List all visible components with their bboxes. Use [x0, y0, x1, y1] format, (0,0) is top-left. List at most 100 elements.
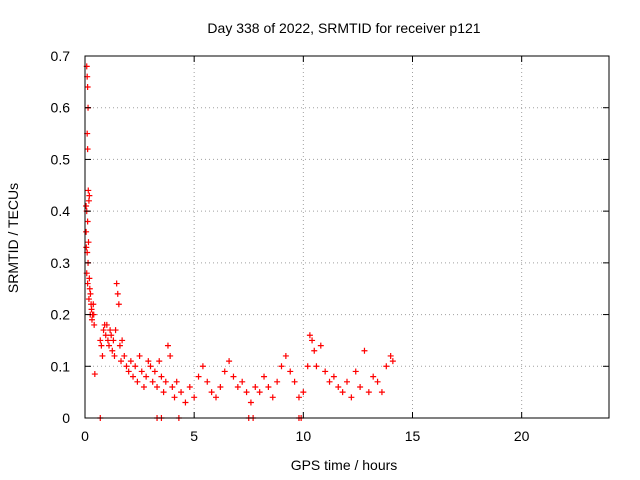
data-point — [191, 394, 198, 401]
data-point — [84, 84, 91, 91]
data-point — [313, 363, 320, 370]
data-point — [87, 290, 94, 297]
data-point — [86, 192, 93, 199]
data-point — [311, 347, 318, 354]
data-point — [91, 321, 98, 328]
data-point — [160, 389, 167, 396]
data-point — [195, 373, 202, 380]
data-point — [339, 389, 346, 396]
data-point — [121, 352, 128, 359]
data-point — [326, 378, 333, 385]
data-point — [162, 378, 169, 385]
data-point — [186, 383, 193, 390]
data-point — [112, 327, 119, 334]
data-point — [213, 394, 219, 401]
data-point — [118, 358, 125, 365]
y-tick-label: 0.3 — [51, 255, 71, 271]
data-point — [306, 332, 313, 339]
data-point — [99, 352, 106, 359]
data-point — [151, 368, 158, 375]
data-point — [85, 197, 92, 204]
data-point — [100, 327, 107, 334]
data-point — [143, 373, 150, 380]
data-point — [138, 368, 145, 375]
data-point — [103, 321, 110, 328]
data-point — [287, 368, 294, 375]
data-point — [134, 378, 141, 385]
data-point — [348, 394, 355, 401]
data-point — [300, 389, 307, 396]
data-point — [171, 394, 178, 401]
data-point — [104, 337, 111, 344]
grid — [85, 56, 609, 418]
data-point — [84, 218, 91, 225]
data-point — [90, 301, 97, 308]
data-point — [88, 306, 95, 313]
data-point — [85, 239, 92, 246]
data-point — [86, 285, 93, 292]
data-point — [84, 280, 91, 287]
y-tick-label: 0.6 — [51, 100, 71, 116]
data-point — [164, 342, 171, 349]
data-point — [230, 373, 237, 380]
data-point — [154, 383, 161, 390]
data-point — [265, 383, 272, 390]
data-point — [97, 337, 104, 344]
data-point — [208, 389, 215, 396]
x-axis-label: GPS time / hours — [291, 457, 398, 473]
data-point — [107, 327, 114, 334]
y-tick-label: 0.4 — [51, 203, 71, 219]
data-point — [282, 352, 289, 359]
data-point — [383, 363, 390, 370]
data-point — [115, 301, 122, 308]
data-point — [309, 337, 316, 344]
data-point — [86, 275, 93, 282]
data-point — [167, 352, 174, 359]
data-point — [330, 373, 337, 380]
data-point — [389, 358, 396, 365]
data-point — [178, 389, 185, 396]
data-point — [169, 383, 176, 390]
y-tick-label: 0.5 — [51, 151, 71, 167]
x-tick-label: 5 — [190, 428, 198, 444]
data-points — [83, 63, 396, 421]
x-tick-label: 0 — [81, 428, 89, 444]
data-point — [111, 352, 118, 359]
data-point — [110, 337, 117, 344]
data-point — [108, 332, 115, 339]
data-point — [221, 368, 228, 375]
data-point — [256, 389, 263, 396]
data-point — [85, 187, 92, 194]
y-tick-label: 0 — [62, 410, 70, 426]
chart-title: Day 338 of 2022, SRMTID for receiver p12… — [207, 20, 480, 36]
data-point — [83, 228, 90, 235]
data-point — [98, 342, 105, 349]
x-tick-label: 15 — [405, 428, 421, 444]
data-point — [378, 389, 385, 396]
data-point — [252, 383, 259, 390]
data-point — [352, 368, 359, 375]
data-point — [370, 373, 377, 380]
data-point — [147, 363, 154, 370]
data-point — [102, 332, 109, 339]
data-point — [88, 316, 95, 323]
ticks: 0 5 10 15 20 0 0.1 0.2 0.3 0.4 0.5 0.6 0.7 — [51, 48, 609, 444]
y-tick-label: 0.2 — [51, 307, 71, 323]
y-tick-label: 0.7 — [51, 48, 71, 64]
data-point — [113, 280, 120, 287]
data-point — [106, 342, 113, 349]
data-point — [145, 358, 152, 365]
data-point — [90, 311, 97, 318]
data-point — [387, 352, 394, 359]
data-point — [344, 378, 350, 385]
data-point — [127, 358, 134, 365]
data-point — [291, 378, 298, 385]
plot-frame — [84, 55, 610, 419]
data-point — [156, 358, 163, 365]
data-point — [361, 347, 368, 354]
data-point — [217, 383, 224, 390]
data-point — [140, 383, 147, 390]
data-point — [136, 352, 143, 359]
data-point — [83, 244, 90, 251]
